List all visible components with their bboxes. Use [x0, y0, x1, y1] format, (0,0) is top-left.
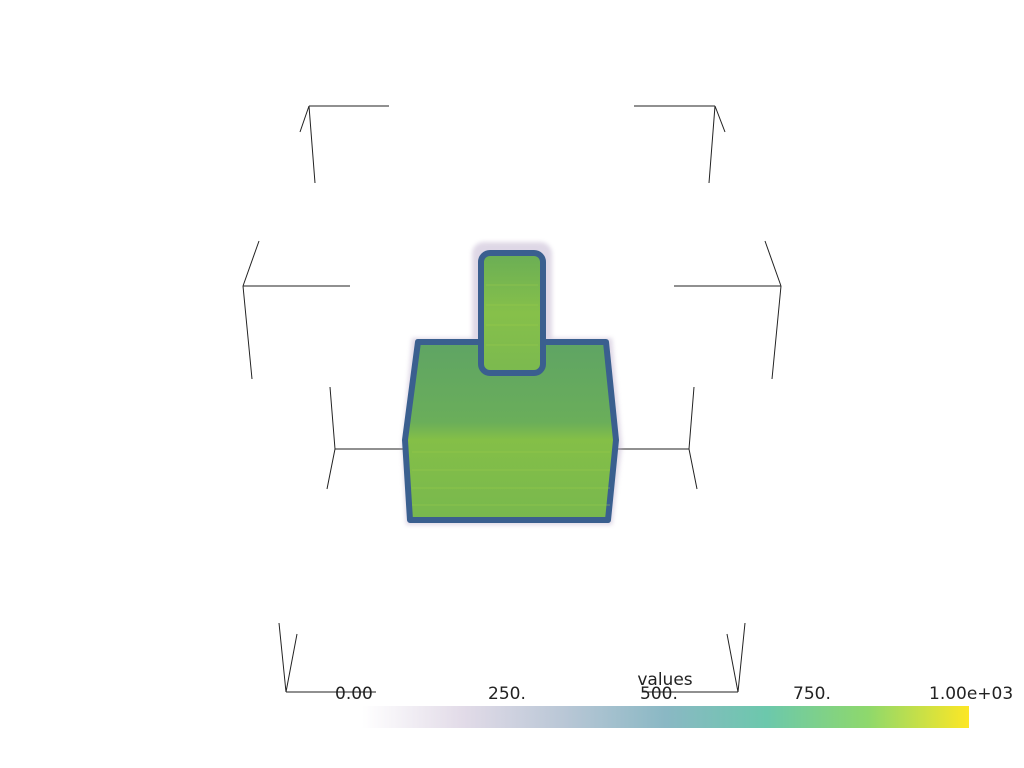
- volume-object[interactable]: [402, 242, 622, 525]
- axis-corner-upper-right: [674, 240, 782, 380]
- axis-corner-top-right-back: [634, 105, 726, 184]
- scalar-bar-tick-3: 750.: [793, 684, 831, 704]
- scalar-bar-tick-1: 250.: [488, 684, 526, 704]
- axis-corner-bottom-left: [278, 622, 376, 693]
- axis-corner-bottom-right: [642, 622, 746, 693]
- axis-corner-upper-left: [242, 240, 350, 380]
- axis-corner-middle-left: [326, 386, 408, 490]
- axis-corner-middle-right: [616, 386, 698, 490]
- volume-stem: [478, 250, 546, 376]
- bounding-box-wireframe: [242, 105, 782, 693]
- scalar-bar-tick-4: 1.00e+03: [929, 684, 1014, 704]
- volume-body-bands: [412, 451, 610, 506]
- volume-stem-bands: [486, 284, 538, 346]
- axis-corner-top-left-back: [299, 105, 389, 184]
- colorbar-gradient: [362, 706, 969, 728]
- volume-body: [402, 339, 619, 523]
- scalar-bar-tick-2: 500.: [640, 684, 678, 704]
- scalar-bar-tick-0: 0.00: [335, 684, 373, 704]
- scalar-bar-title: values: [637, 670, 693, 690]
